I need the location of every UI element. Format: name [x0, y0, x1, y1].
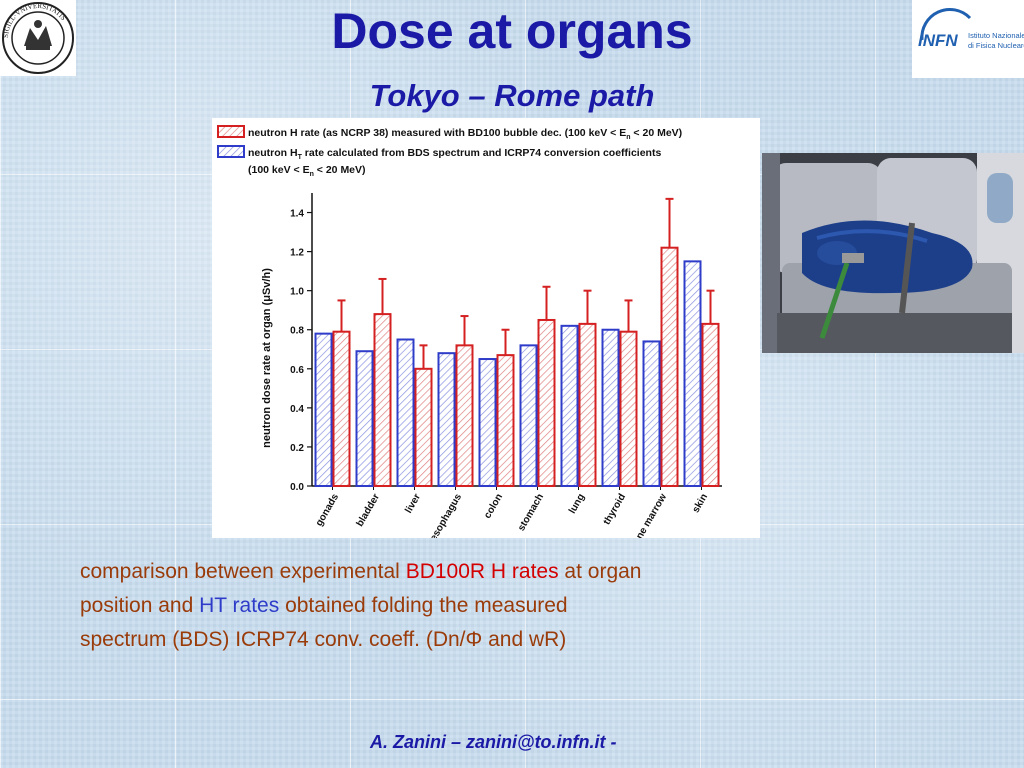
- bar-measured-liver: [414, 367, 433, 487]
- bar-calculated-bladder: [355, 350, 374, 487]
- bar-calculated-lung: [560, 324, 579, 487]
- infn-logo: INFN Istituto Nazionale di Fisica Nuclea…: [912, 0, 1024, 78]
- infn-name-line2: di Fisica Nucleare: [968, 41, 1024, 50]
- chart-bars: [314, 197, 720, 488]
- y-tick-label: 0.2: [290, 443, 304, 454]
- bar-calculated-colon: [478, 358, 497, 488]
- bar-calculated-thyroid: [601, 328, 620, 487]
- legend-measured-label: neutron H rate (as NCRP 38) measured wit…: [248, 127, 682, 141]
- y-tick-label: 0.6: [290, 365, 304, 376]
- bar-measured-bone-marrow: [660, 246, 679, 487]
- y-axis-label: neutron dose rate at organ (μSv/h): [261, 268, 273, 448]
- caption-bd100r-highlight: BD100R H rates: [405, 560, 559, 583]
- organ-dose-bar-chart: neutron H rate (as NCRP 38) measured wit…: [212, 118, 760, 552]
- legend-calculated-label: neutron HT rate calculated from BDS spec…: [248, 147, 661, 161]
- y-tick-label: 0.8: [290, 326, 304, 337]
- bar-calculated-gonads: [314, 332, 333, 487]
- caption-ht-highlight: HT rates: [199, 594, 280, 617]
- y-tick-label: 0.0: [290, 482, 304, 493]
- infn-name-line1: Istituto Nazionale: [968, 31, 1024, 40]
- legend-swatch-measured: [217, 125, 245, 138]
- caption-line-2: position and HT rates obtained folding t…: [80, 594, 568, 617]
- bar-calculated-stomach: [519, 344, 538, 487]
- legend-swatch-calculated: [217, 145, 245, 158]
- bar-measured-oesophagus: [455, 344, 474, 487]
- chart-svg: neutron H rate (as NCRP 38) measured wit…: [212, 118, 760, 552]
- y-tick-label: 1.2: [290, 248, 304, 259]
- bar-calculated-bone-marrow: [642, 340, 661, 487]
- bar-calculated-liver: [396, 338, 415, 487]
- legend-calculated-label-line2: (100 keV < En < 20 MeV): [248, 164, 366, 178]
- caption-line-3: spectrum (BDS) ICRP74 conv. coeff. (Dn/Φ…: [80, 628, 567, 651]
- chart-legend: neutron H rate (as NCRP 38) measured wit…: [217, 125, 682, 178]
- bar-measured-bladder: [373, 313, 392, 487]
- bar-measured-skin: [701, 322, 720, 487]
- university-seal-logo: SIGILL·VNIVERSITATIS: [0, 0, 76, 76]
- slide-subtitle: Tokyo – Rome path: [369, 78, 655, 113]
- infn-logo-text: INFN: [918, 31, 958, 50]
- y-tick-label: 1.4: [290, 209, 304, 220]
- bar-measured-gonads: [332, 330, 351, 487]
- bar-calculated-skin: [683, 260, 702, 487]
- slide-title: Dose at organs: [331, 3, 693, 59]
- y-tick-label: 0.4: [290, 404, 304, 415]
- bar-calculated-oesophagus: [437, 352, 456, 487]
- author-footer: A. Zanini – zanini@to.infn.it -: [370, 732, 617, 752]
- y-tick-label: 1.0: [290, 287, 304, 298]
- caption-line-1: comparison between experimental BD100R H…: [80, 560, 642, 583]
- bar-measured-lung: [578, 322, 597, 487]
- bar-measured-thyroid: [619, 330, 638, 487]
- bar-measured-colon: [496, 354, 515, 487]
- bar-measured-stomach: [537, 318, 556, 487]
- aircraft-seat-photo: [762, 153, 1024, 353]
